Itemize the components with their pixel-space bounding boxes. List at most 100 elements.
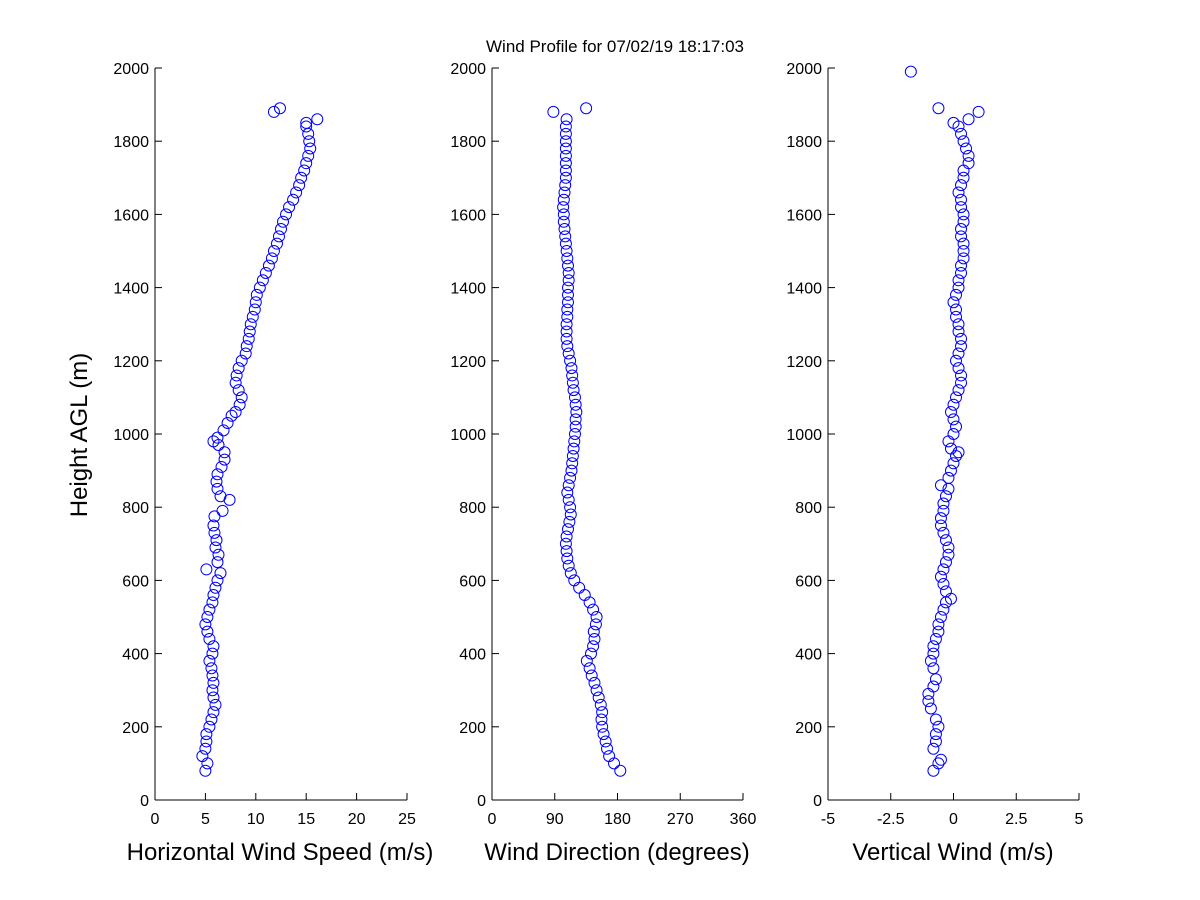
data-point	[242, 332, 255, 345]
data-point	[566, 376, 579, 389]
panel-3-ticks: 0 200 400 600 800 1000 1200 1400 1600 1800 2000 -5 -…	[786, 61, 1083, 828]
data-point	[562, 347, 575, 360]
data-point	[563, 515, 576, 528]
data-point	[565, 362, 578, 375]
x-tick-label: -5	[821, 811, 835, 828]
data-point	[259, 266, 272, 279]
data-point	[957, 252, 970, 265]
y-tick-label: 1400	[786, 281, 822, 298]
data-point	[203, 603, 216, 616]
data-point	[947, 457, 960, 470]
data-point	[580, 654, 593, 667]
data-point	[583, 662, 596, 675]
data-point	[210, 475, 223, 488]
y-tick-label: 0	[813, 793, 822, 810]
y-tick-label: 200	[459, 720, 486, 737]
data-point	[592, 691, 605, 704]
data-point	[603, 750, 616, 763]
data-point	[927, 680, 940, 693]
data-point	[559, 171, 572, 184]
data-point	[560, 530, 573, 543]
data-point	[955, 179, 968, 192]
y-tick-label: 1800	[113, 134, 149, 151]
data-point	[272, 230, 285, 243]
data-point	[199, 764, 212, 777]
data-point	[932, 618, 945, 631]
data-point	[205, 662, 218, 675]
data-point	[904, 65, 917, 78]
x-tick-label: 0	[488, 811, 497, 828]
data-point	[937, 504, 950, 517]
data-point	[567, 442, 580, 455]
data-point	[950, 303, 963, 316]
data-point	[952, 362, 965, 375]
data-point	[562, 266, 575, 279]
data-point	[952, 281, 965, 294]
data-point	[560, 545, 573, 558]
data-point	[217, 424, 230, 437]
data-point	[559, 237, 572, 250]
data-point	[564, 501, 577, 514]
data-point	[950, 310, 963, 323]
data-point	[212, 548, 225, 561]
data-point	[955, 259, 968, 272]
data-point	[942, 471, 955, 484]
data-point	[559, 537, 572, 550]
data-point	[927, 640, 940, 653]
data-point	[235, 391, 248, 404]
data-point	[559, 120, 572, 133]
y-tick-label: 2000	[113, 61, 149, 78]
data-point	[559, 142, 572, 155]
data-point	[950, 420, 963, 433]
data-point	[957, 245, 970, 257]
y-tick-label: 400	[122, 647, 149, 664]
data-point	[206, 647, 219, 660]
data-point	[588, 632, 601, 645]
data-point	[249, 296, 262, 309]
panel-horizontal-wind-speed: 0 200 400 600 800 1000 1200 1400 1600 1800 2000 0 5 1…	[113, 61, 433, 866]
data-point	[248, 303, 261, 316]
y-tick-label: 800	[122, 500, 149, 517]
data-point	[562, 274, 575, 287]
data-point	[201, 611, 214, 623]
y-tick-label: 1400	[450, 281, 486, 298]
data-point	[547, 105, 560, 118]
data-point	[929, 673, 942, 686]
data-point	[588, 676, 601, 689]
data-point	[559, 157, 572, 170]
x-tick-label: 15	[297, 811, 315, 828]
data-point	[295, 171, 308, 184]
data-point	[253, 281, 266, 294]
x-tick-label: 5	[1075, 811, 1084, 828]
data-point	[211, 431, 224, 444]
data-point	[562, 559, 575, 572]
data-point	[561, 340, 574, 353]
x-tick-label: 0	[949, 811, 958, 828]
data-point	[934, 611, 947, 623]
data-point	[559, 149, 572, 162]
data-point	[955, 332, 968, 345]
data-point	[211, 556, 224, 569]
data-point	[566, 369, 579, 382]
y-tick-label: 200	[795, 720, 822, 737]
data-point	[564, 508, 577, 521]
y-tick-label: 2000	[786, 61, 822, 78]
data-point	[209, 698, 222, 711]
data-point	[594, 698, 607, 711]
data-point	[208, 510, 221, 523]
data-point	[218, 446, 231, 459]
data-point	[568, 391, 581, 404]
data-point	[929, 728, 942, 741]
data-point	[955, 369, 968, 382]
data-point	[559, 127, 572, 140]
data-point	[293, 179, 306, 192]
data-point	[955, 376, 968, 389]
data-point	[218, 453, 231, 466]
data-point	[955, 193, 968, 206]
data-point	[557, 208, 570, 221]
data-point	[211, 468, 224, 481]
data-point	[196, 750, 209, 763]
x-tick-label: 90	[546, 811, 564, 828]
data-point	[957, 208, 970, 221]
